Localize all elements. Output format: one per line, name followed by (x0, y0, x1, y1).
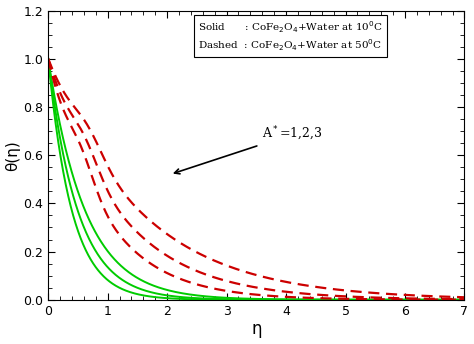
X-axis label: η: η (251, 321, 262, 338)
Text: Solid      : CoFe$_2$O$_4$+Water at 10$^0$C
Dashed  : CoFe$_2$O$_4$+Water at 50$: Solid : CoFe$_2$O$_4$+Water at 10$^0$C D… (198, 19, 383, 53)
Y-axis label: θ(η): θ(η) (6, 140, 20, 171)
Text: A$^*$=1,2,3: A$^*$=1,2,3 (174, 125, 323, 174)
